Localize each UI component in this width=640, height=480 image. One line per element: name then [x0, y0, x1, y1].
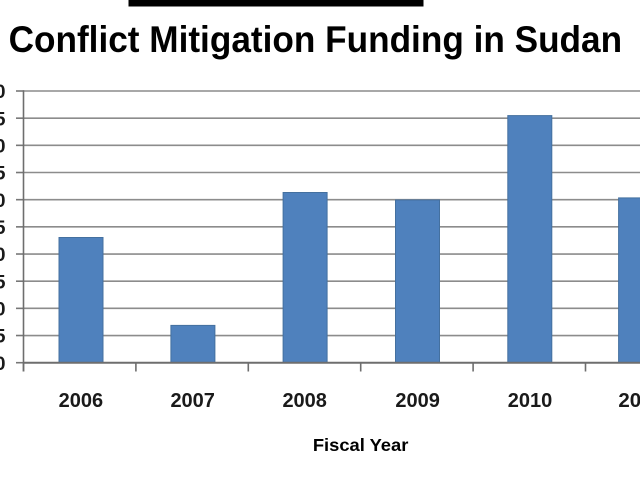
svg-text:Conflict Mitigation Funding in: Conflict Mitigation Funding in Sudan — [9, 19, 623, 60]
svg-text:2009: 2009 — [395, 390, 440, 412]
svg-text:2006: 2006 — [59, 390, 104, 412]
svg-text:15: 15 — [0, 271, 6, 293]
svg-text:5: 5 — [0, 326, 6, 348]
svg-text:50: 50 — [0, 81, 6, 103]
svg-text:2008: 2008 — [282, 390, 327, 412]
svg-text:35: 35 — [0, 163, 6, 185]
svg-text:0: 0 — [0, 353, 6, 375]
svg-text:2011: 2011 — [618, 390, 640, 412]
svg-text:40: 40 — [0, 135, 6, 157]
svg-text:45: 45 — [0, 108, 6, 130]
svg-text:10: 10 — [0, 299, 6, 321]
svg-text:2007: 2007 — [170, 390, 215, 412]
svg-text:Fiscal Year: Fiscal Year — [313, 435, 409, 455]
svg-text:30: 30 — [0, 190, 6, 212]
svg-text:20: 20 — [0, 244, 6, 266]
svg-text:25: 25 — [0, 217, 6, 239]
svg-text:2010: 2010 — [508, 390, 553, 412]
